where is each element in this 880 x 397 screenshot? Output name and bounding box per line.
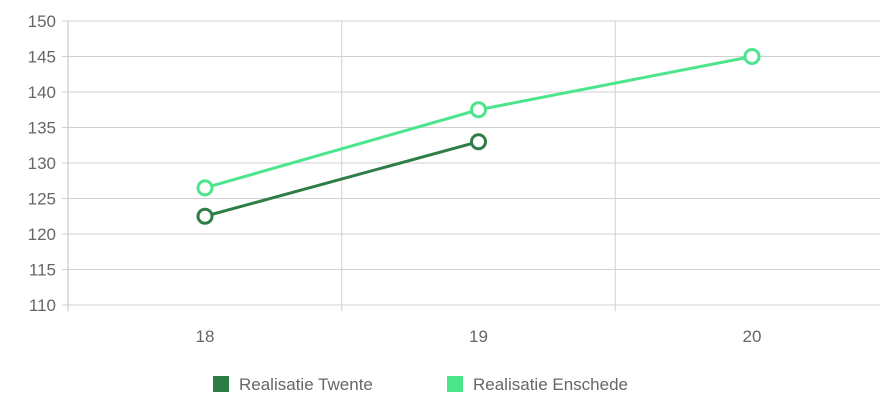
y-tick-label: 130 (28, 154, 56, 173)
data-point (470, 133, 487, 151)
axes: 110 115 120 125 130 135 140 145 150 18 19 20 (28, 12, 762, 346)
series-lines (196, 48, 761, 225)
series-line-1 (204, 55, 753, 190)
series-line-0 (204, 140, 479, 218)
y-tick-label: 135 (28, 119, 56, 138)
legend-label: Realisatie Twente (239, 375, 373, 394)
data-point (470, 101, 487, 119)
x-tick-label: 18 (196, 327, 215, 346)
y-tick-label: 115 (29, 261, 56, 280)
data-point (743, 48, 761, 65)
x-tick-label: 20 (743, 327, 762, 346)
y-tick-label: 145 (28, 48, 56, 67)
y-tick-label: 140 (28, 83, 56, 102)
legend-label: Realisatie Enschede (473, 375, 628, 394)
data-point (196, 179, 214, 197)
y-tick-label: 150 (28, 12, 56, 31)
y-tick-label: 125 (28, 190, 56, 209)
legend-swatch (447, 376, 463, 392)
grid-lines (62, 20, 880, 311)
chart-legend: Realisatie Twente Realisatie Enschede (213, 375, 628, 394)
y-tick-label: 110 (29, 296, 56, 315)
x-tick-label: 19 (469, 327, 488, 346)
data-point (196, 207, 214, 225)
y-tick-label: 120 (28, 225, 56, 244)
legend-swatch (213, 376, 229, 392)
